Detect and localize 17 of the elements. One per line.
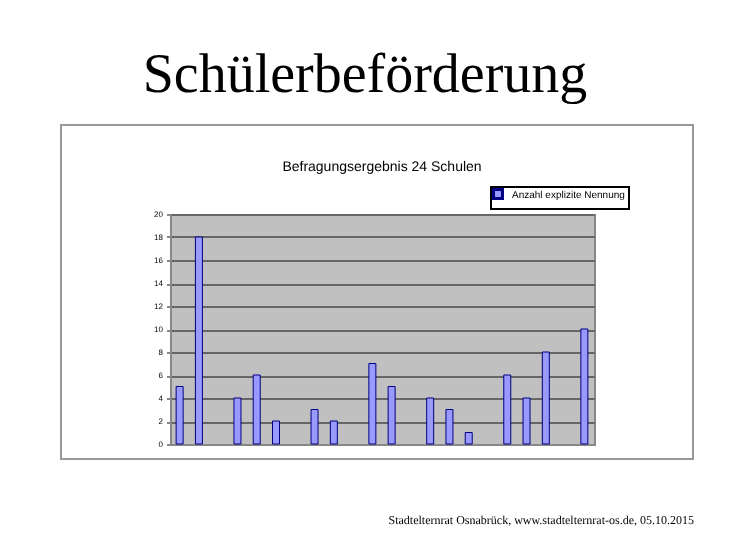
bar <box>329 420 338 445</box>
bar <box>272 420 280 445</box>
bar <box>464 432 473 445</box>
bar <box>368 363 377 445</box>
bar <box>580 328 589 445</box>
bar <box>426 397 435 445</box>
bar <box>445 409 454 445</box>
chart-title: Schülerbeförderung <box>140 44 590 108</box>
bar <box>175 386 184 445</box>
bar <box>310 409 319 445</box>
bar <box>233 397 242 445</box>
bar <box>387 386 396 445</box>
bar <box>522 397 531 445</box>
bar <box>503 374 512 445</box>
bar <box>194 236 203 445</box>
bar <box>541 351 550 445</box>
bar <box>252 374 261 445</box>
